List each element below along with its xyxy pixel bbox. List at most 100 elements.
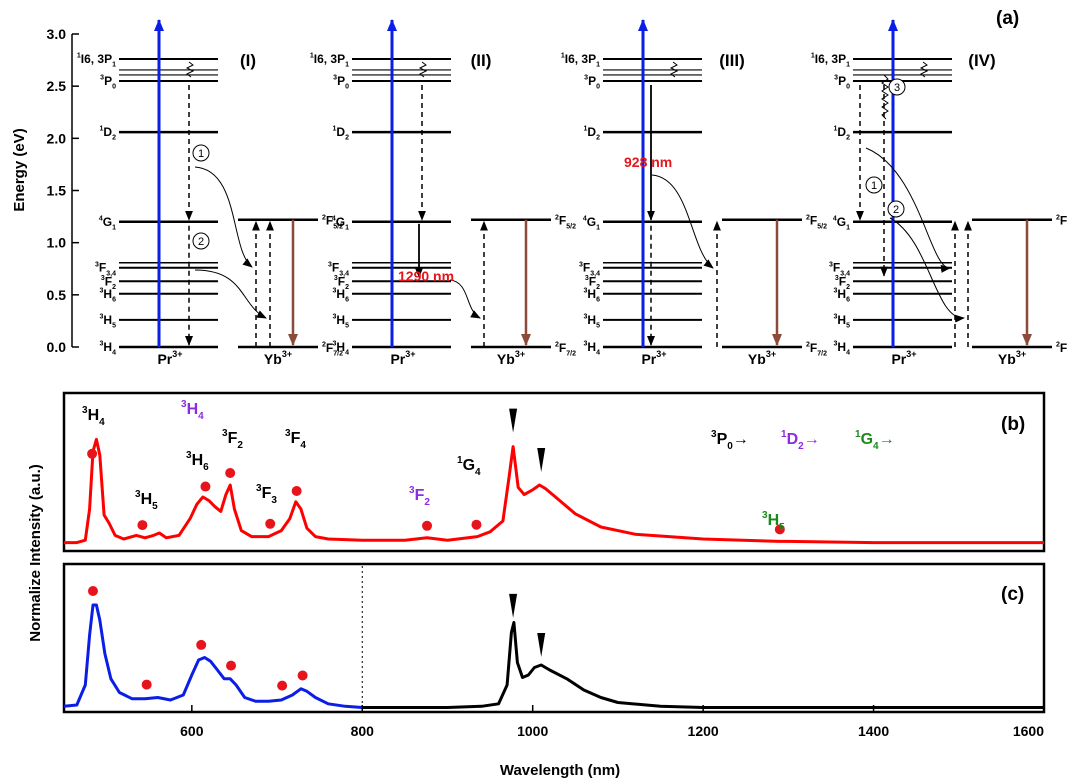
ion-label-pr: Pr3+ xyxy=(641,349,666,367)
energy-transfer-curve xyxy=(194,166,253,268)
nonradiative-relaxation xyxy=(418,61,428,78)
yb-peak-marker xyxy=(509,408,518,433)
pr-level-label: 3P0 xyxy=(834,74,850,91)
legend-item: 1G4→ xyxy=(855,429,895,452)
pr-level-label: 3F2 xyxy=(334,274,349,291)
peak-dot xyxy=(277,680,288,691)
pr-level-label: 4G1 xyxy=(833,215,850,232)
transition-label: 3F3 xyxy=(256,483,277,506)
emission-spectrum-panel-c: (c) 600 800 1000 1200 1400 1600 Wavelength (n… xyxy=(62,562,1046,779)
pr-level-label: 3H5 xyxy=(834,313,851,330)
plot-frame-c xyxy=(62,562,1046,714)
step-marker-1-text: 1 xyxy=(871,180,877,192)
yb-peak-marker xyxy=(509,593,518,618)
annotation-1290nm: 1290 nm xyxy=(398,268,454,284)
spectrum-line-c-2 xyxy=(362,621,1044,709)
transition-label: 3F4 xyxy=(285,428,306,451)
mechanism-label: (I) xyxy=(240,51,256,70)
mechanism-label: (II) xyxy=(471,51,492,70)
step-marker-3-text: 3 xyxy=(894,82,900,94)
peak-dot xyxy=(141,679,152,690)
step-marker-2-text: 2 xyxy=(893,204,899,216)
pr-level-label: 1I6, 3P1 xyxy=(561,52,600,69)
step-marker-2 xyxy=(887,200,905,218)
pr-level-label: 3F2 xyxy=(835,274,850,291)
ion-label-yb: Yb3+ xyxy=(264,349,292,367)
pr-level-label: 3H5 xyxy=(333,313,350,330)
emission-spectrum-panel-b: (b) 3H4 3H5 3H4 3H6 3F2 3F3 3F4 3F2 1G4 3H5 3P0→ 1… xyxy=(62,391,1046,553)
step-marker-1 xyxy=(865,176,883,194)
pr-level-label: 1D2 xyxy=(584,125,601,142)
y-tick-label: 1.0 xyxy=(47,235,67,251)
peak-dot xyxy=(196,639,207,650)
annotation-928nm: 928 nm xyxy=(624,154,672,170)
legend-item: 3P0→ xyxy=(711,429,749,452)
pr-level-label: 1D2 xyxy=(333,125,350,142)
pr-level-label: 3P0 xyxy=(100,74,116,91)
yb-level-label: 2F7/2 xyxy=(1056,341,1067,358)
ion-label-yb: Yb3+ xyxy=(748,349,776,367)
peak-dot xyxy=(225,468,236,478)
legend-item: 1D2→ xyxy=(781,429,820,452)
step-marker-2 xyxy=(192,232,210,250)
x-tick-label: 1200 xyxy=(688,723,719,739)
mechanism-label: (IV) xyxy=(968,51,995,70)
y-axis-label-energy: Energy (eV) xyxy=(11,128,28,211)
energy-transfer-curve xyxy=(865,147,951,273)
yb-level-label: 2F7/2 xyxy=(806,341,827,358)
pr-level-label: 3H6 xyxy=(584,287,601,304)
y-axis-label-intensity: Normalize Intensity (a.u.) xyxy=(27,464,44,642)
pr-level-label: 4G1 xyxy=(332,215,349,232)
pr-level-label: 3P0 xyxy=(333,74,349,91)
pr-level-label: 3F3,4 xyxy=(829,261,850,278)
peak-dot xyxy=(137,520,148,531)
transition-label: 3H5 xyxy=(762,510,785,533)
y-tick-label: 3.0 xyxy=(47,26,67,42)
peak-dot xyxy=(265,518,276,529)
peak-dot xyxy=(87,448,98,459)
pr-level-label: 3H5 xyxy=(100,313,117,330)
pr-level-label: 3H4 xyxy=(834,340,851,357)
transition-label: 3F2 xyxy=(222,428,243,451)
x-tick-label: 800 xyxy=(351,723,375,739)
spectrum-line-c-1 xyxy=(63,603,363,709)
yb-peak-marker xyxy=(537,448,546,473)
pr-level-label: 3H4 xyxy=(584,340,601,357)
energy-transfer-curve xyxy=(889,217,965,323)
pr-level-label: 3F3,4 xyxy=(95,261,116,278)
pr-level-label: 3P0 xyxy=(584,74,600,91)
yb-level-label: 2F5/2 xyxy=(555,214,576,231)
x-tick-label: 1600 xyxy=(1013,723,1044,739)
pr-level-label: 4G1 xyxy=(583,215,600,232)
peak-dot xyxy=(87,586,98,596)
panel-label-a: (a) xyxy=(996,8,1019,29)
energy-level-panel: Energy (eV) 0.0 0.5 1.0 1.5 2.0 2.5 3.0 (a) 3H… xyxy=(11,8,1067,367)
energy-transfer-curve xyxy=(194,269,267,319)
x-tick-label: 600 xyxy=(180,723,204,739)
nonradiative-relaxation xyxy=(919,61,929,78)
pr-level-label: 3F3,4 xyxy=(328,261,349,278)
pr-level-label: 3F3,4 xyxy=(579,261,600,278)
transition-label: 3H6 xyxy=(186,450,209,473)
pr-level-label: 3H4 xyxy=(100,340,117,357)
pr-level-label: 1I6, 3P1 xyxy=(811,52,850,69)
yb-level-label: 2F7/2 xyxy=(322,341,343,358)
yb-peak-marker xyxy=(537,633,546,657)
mechanism-label: (III) xyxy=(719,51,745,70)
step-marker-1 xyxy=(192,144,210,162)
x-tick-label: 1000 xyxy=(517,723,548,739)
y-tick-label: 2.0 xyxy=(47,130,67,146)
pr-level-label: 3H5 xyxy=(584,313,601,330)
pr-level-label: 1D2 xyxy=(834,125,851,142)
peak-dot xyxy=(291,486,302,496)
transition-label: 1G4 xyxy=(457,455,481,478)
y-tick-label: 0.0 xyxy=(47,339,67,355)
energy-transfer-curve xyxy=(449,279,481,319)
pr-level-label: 3H4 xyxy=(333,340,350,357)
transition-label: 3H4 xyxy=(181,399,204,422)
peak-dot xyxy=(226,660,237,671)
nonradiative-relaxation xyxy=(669,61,679,78)
